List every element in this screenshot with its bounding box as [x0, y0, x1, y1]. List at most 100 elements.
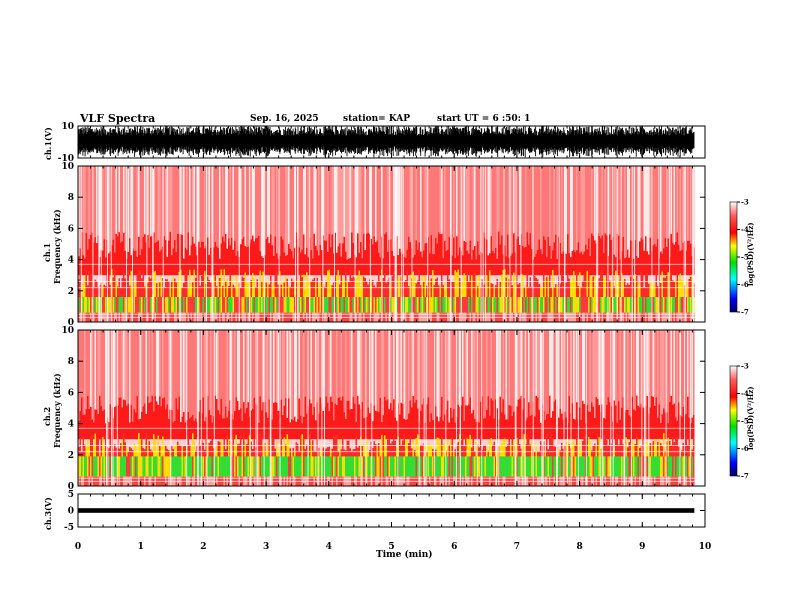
- spec-band-red: [408, 413, 410, 440]
- spec-band-yellow: [192, 433, 194, 462]
- spec-band-green: [537, 297, 539, 313]
- spec-band-green: [678, 297, 680, 313]
- spec-band-red: [628, 415, 630, 440]
- spec-band-red: [481, 396, 483, 440]
- spec-streak: [598, 330, 600, 406]
- spec-streak: [483, 330, 485, 419]
- spec-streak: [636, 330, 638, 396]
- spec-band-green: [556, 297, 558, 313]
- spec-band-yellow: [400, 444, 402, 462]
- ch2-ytick-label: 4: [68, 420, 74, 430]
- spec-band-red: [169, 231, 171, 276]
- spec-band-green: [285, 456, 287, 477]
- spec-band-green: [693, 456, 695, 477]
- spec-streak: [142, 330, 144, 407]
- spec-band-yellow: [489, 440, 491, 462]
- spec-band-green: [121, 456, 123, 477]
- spec-streak: [639, 330, 641, 408]
- spec-band-red: [510, 405, 512, 440]
- spec-band-green: [142, 297, 144, 313]
- spec-band-red: [163, 397, 165, 440]
- spec-band-red: [538, 239, 540, 276]
- spec-band-yellow: [625, 285, 627, 298]
- spec-band-red: [414, 402, 416, 440]
- spec-band-yellow: [585, 435, 587, 462]
- spec-band-red: [208, 410, 210, 440]
- spec-band-yellow: [636, 275, 638, 298]
- spec-band-red: [210, 247, 212, 276]
- spec-band-yellow: [102, 436, 104, 462]
- spec-band-green: [262, 456, 264, 477]
- spec-band-red: [577, 242, 579, 276]
- spec-band-green: [258, 297, 260, 313]
- spec-band-red: [453, 409, 455, 440]
- spec-streak: [292, 330, 294, 421]
- spec-band-yellow: [190, 446, 192, 462]
- spec-band-green: [114, 456, 116, 477]
- spec-band-yellow: [636, 433, 638, 462]
- spec-streak: [208, 330, 210, 411]
- spec-band-red: [133, 250, 135, 276]
- spec-band-yellow: [523, 434, 525, 462]
- spec-band-yellow: [117, 286, 119, 298]
- spec-streak: [481, 166, 483, 254]
- spec-streak: [637, 330, 639, 406]
- spec-band-yellow: [376, 281, 378, 298]
- spec-streak: [453, 330, 455, 410]
- spec-band-yellow: [117, 435, 119, 462]
- spec-band-yellow: [319, 451, 321, 462]
- spec-band-yellow: [621, 273, 623, 298]
- spec-band-red: [291, 419, 293, 440]
- spec-band-green: [295, 297, 297, 313]
- spec-band-red: [619, 419, 621, 440]
- spec-streak: [184, 330, 186, 423]
- spec-band-yellow: [556, 284, 558, 298]
- spec-band-yellow: [597, 435, 599, 462]
- spec-streak: [409, 330, 411, 401]
- spec-streak: [240, 330, 242, 409]
- spec-band-green: [364, 456, 366, 477]
- spec-band-yellow: [153, 434, 155, 462]
- spec-streak: [415, 330, 417, 400]
- spec-band-red: [156, 401, 158, 440]
- spec-band-red: [391, 250, 393, 276]
- spec-band-green: [508, 456, 510, 477]
- spec-band-red: [270, 234, 272, 276]
- spec-streak: [112, 166, 114, 240]
- spec-band-green: [237, 297, 239, 313]
- spec-streak: [637, 166, 639, 258]
- spec-band-green: [664, 456, 666, 477]
- spec-band-yellow: [175, 282, 177, 298]
- spec-band-green: [130, 456, 132, 477]
- spec-band-yellow: [495, 285, 497, 298]
- spec-band-green: [121, 297, 123, 313]
- x-tick-label: 1: [138, 542, 144, 552]
- spec-band-red: [361, 258, 363, 276]
- spec-streak: [630, 166, 632, 241]
- spec-band-green: [688, 456, 690, 477]
- spec-band-yellow: [444, 282, 446, 298]
- spec-streak: [418, 166, 420, 243]
- spec-streak: [109, 330, 111, 405]
- spec-streak: [573, 330, 575, 419]
- spec-streak: [378, 330, 380, 412]
- spec-band-red: [153, 411, 155, 440]
- spec-band-green: [463, 456, 465, 477]
- spec-band-green: [435, 297, 437, 313]
- spec-streak: [192, 330, 194, 415]
- spec-band-red: [508, 257, 510, 276]
- spec-band-red: [279, 255, 281, 276]
- spec-band-green: [477, 297, 479, 313]
- spec-band-green: [295, 456, 297, 477]
- spec-streak: [393, 166, 395, 256]
- spec-band-yellow: [481, 449, 483, 462]
- spec-streak: [399, 330, 401, 415]
- spec-band-yellow: [415, 438, 417, 462]
- spec-band-yellow: [96, 280, 98, 298]
- spec-band-red: [574, 419, 576, 440]
- spec-band-green: [561, 456, 563, 477]
- spec-streak: [166, 330, 168, 405]
- spec-band-yellow: [693, 436, 695, 462]
- spec-streak: [625, 166, 627, 258]
- spec-band-green: [378, 456, 380, 477]
